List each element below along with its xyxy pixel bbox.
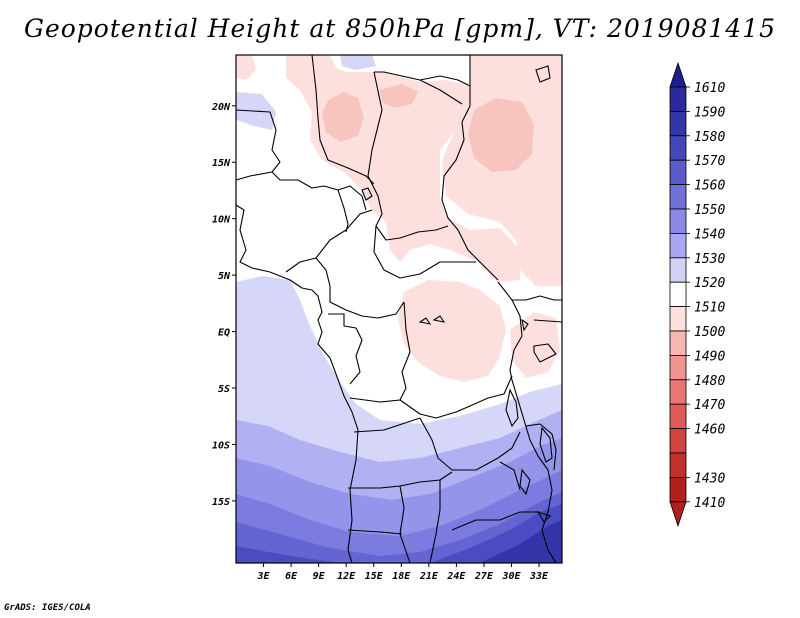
lon-label-27E: 27E	[474, 571, 494, 582]
colorbar-label-1460: 1460	[694, 423, 725, 438]
colorbar-swatch-1450	[669, 428, 687, 454]
colorbar-swatch-1550	[669, 184, 687, 210]
colorbar-swatch-1560	[669, 159, 687, 185]
colorbar-label-1410: 1410	[694, 496, 725, 511]
colorbar-swatch-1570	[669, 135, 687, 161]
colorbar-label-1520: 1520	[694, 276, 725, 291]
height-1490-patches	[322, 84, 534, 172]
colorbar-label-1610: 1610	[694, 81, 725, 96]
lat-label-5S: 5S	[218, 384, 230, 395]
colorbar-label-1500: 1500	[694, 325, 725, 340]
colorbar-label-1530: 1530	[694, 252, 725, 267]
colorbar-swatch-1520	[669, 257, 687, 283]
colorbar-swatch-1590	[669, 86, 687, 112]
colorbar-swatch-1530	[669, 232, 687, 259]
colorbar-label-1510: 1510	[694, 301, 725, 316]
lat-label-15N: 15N	[212, 158, 231, 169]
colorbar-swatch-1460	[669, 403, 687, 430]
colorbar-min-triangle	[669, 501, 687, 528]
lon-label-15E: 15E	[365, 571, 384, 582]
colorbar-max-triangle	[669, 61, 687, 88]
map-frame	[235, 54, 563, 564]
lon-label-3E: 3E	[257, 571, 271, 582]
country-boundaries	[235, 54, 563, 564]
colorbar-swatch-1470	[669, 379, 687, 405]
colorbar-label-1490: 1490	[694, 349, 725, 364]
map-panel: 3E 6E 9E 12E 15E 18E 21E 24E 27E 30E 33E 20N 15N 10N…	[211, 54, 563, 582]
grads-credit: GrADS: IGES/COLA	[4, 603, 91, 613]
colorbar-label-1560: 1560	[694, 179, 725, 194]
longitude-axis: 3E 6E 9E 12E 15E 18E 21E 24E 27E 30E 33E	[257, 563, 549, 582]
lon-label-12E: 12E	[337, 571, 356, 582]
latitude-axis: 20N 15N 10N 5N EQ 5S 10S 15S	[211, 102, 236, 508]
lat-label-EQ: EQ	[218, 328, 230, 339]
colorbar-label-1570: 1570	[694, 154, 725, 169]
lon-label-24E: 24E	[446, 571, 466, 582]
lon-label-18E: 18E	[392, 571, 411, 582]
lakes	[361, 65, 553, 523]
lon-label-33E: 33E	[529, 571, 549, 582]
colorbar-swatch-1430	[669, 452, 687, 478]
colorbar-swatch-1500	[669, 306, 687, 332]
colorbar-label-1480: 1480	[694, 374, 725, 389]
lon-label-30E: 30E	[501, 571, 521, 582]
lon-label-6E: 6E	[285, 571, 298, 582]
colorbar-label-1430: 1430	[694, 471, 725, 486]
colorbar-label-1470: 1470	[694, 398, 725, 413]
colorbar-swatch-1510	[669, 281, 687, 308]
lat-label-5N: 5N	[218, 271, 231, 282]
colorbar-swatch-1580	[669, 111, 687, 137]
map-title: Geopotential Height at 850hPa [gpm], VT:…	[23, 14, 777, 43]
lat-label-10N: 10N	[212, 215, 231, 226]
colorbar-label-1540: 1540	[694, 227, 725, 242]
lon-label-21E: 21E	[419, 571, 439, 582]
lat-label-20N: 20N	[211, 102, 231, 113]
colorbar-swatch-1540	[669, 208, 687, 234]
colorbar-label-1580: 1580	[694, 130, 725, 145]
colorbar-swatch-1410	[669, 476, 687, 503]
colorbar-swatch-1490	[669, 330, 687, 356]
lat-label-15S: 15S	[212, 497, 230, 508]
height-1580-regions	[480, 520, 562, 563]
colorbar-swatch-1480	[669, 354, 687, 381]
lon-label-9E: 9E	[313, 571, 326, 582]
colorbar-label-1550: 1550	[694, 203, 725, 218]
colorbar-legend: 1610 1590 1580 1570 1560 1550 1540 1530 1520 1510…	[669, 61, 725, 528]
colorbar-label-1590: 1590	[694, 105, 725, 120]
lat-label-10S: 10S	[212, 440, 230, 451]
